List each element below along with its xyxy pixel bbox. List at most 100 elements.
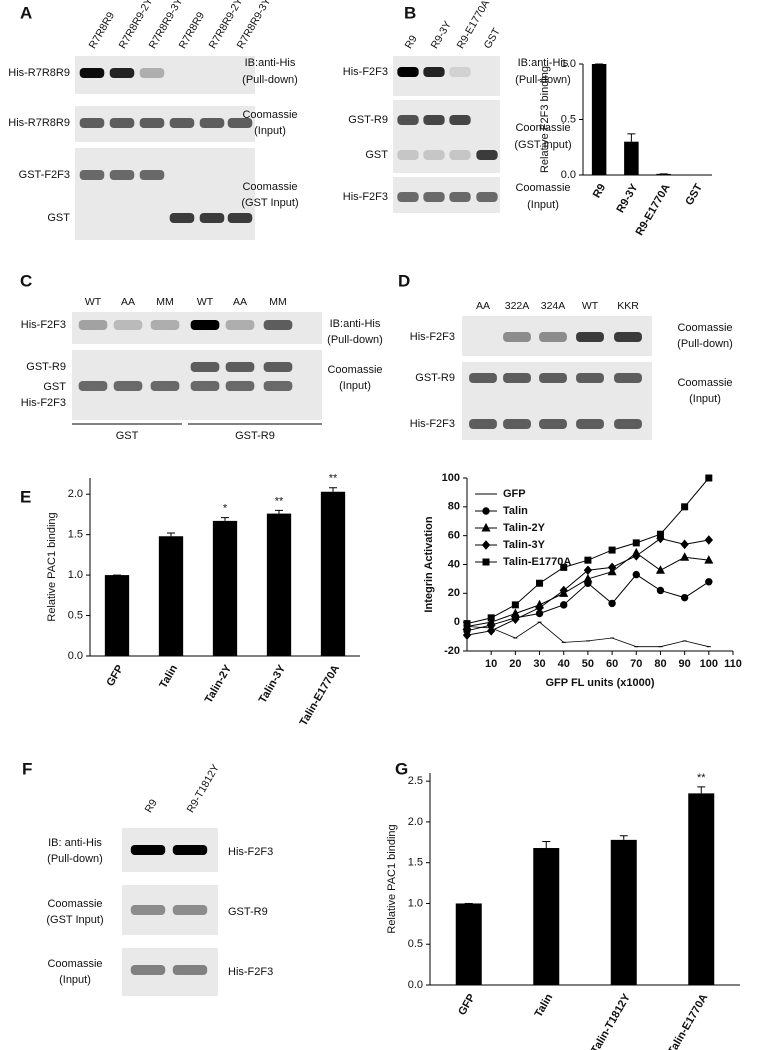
- blot-band: [190, 381, 220, 391]
- row-label: His-F2F3: [410, 331, 455, 343]
- data-point: [462, 630, 472, 640]
- row-label: GST-R9: [26, 361, 66, 373]
- blot-band: [614, 419, 642, 429]
- legend-label: Talin-3Y: [503, 539, 546, 551]
- error-bar: [542, 840, 551, 849]
- row-label: His-F2F3: [343, 191, 388, 203]
- data-point: [704, 535, 713, 545]
- blot-band: [113, 320, 143, 330]
- data-point: [487, 614, 495, 622]
- row-label: GST-R9: [228, 906, 268, 918]
- blot-band: [225, 362, 255, 372]
- bar: [212, 520, 238, 656]
- y-tick-label: 0.0: [408, 979, 423, 991]
- blot-band: [150, 381, 180, 391]
- blot-band: [397, 192, 419, 202]
- blot-membrane: [122, 948, 218, 996]
- lane-label: 322A: [505, 300, 530, 312]
- data-point: [536, 579, 544, 587]
- data-point: [632, 551, 641, 561]
- data-point: [655, 565, 665, 574]
- blot-membrane: [75, 148, 255, 240]
- blot-band: [263, 381, 293, 391]
- panel-letter: A: [20, 3, 32, 22]
- blot-annotation: IB:anti-His: [330, 318, 381, 330]
- blot-band: [476, 192, 498, 202]
- blot-band: [139, 118, 165, 128]
- legend-label: Talin: [503, 505, 528, 517]
- bar: [656, 173, 671, 175]
- blot-band: [614, 373, 642, 383]
- y-tick-label: 2.0: [68, 488, 83, 500]
- blot-band: [503, 373, 531, 383]
- blot-band: [449, 150, 471, 160]
- legend-label: Talin-2Y: [503, 522, 546, 534]
- error-bar: [619, 835, 628, 840]
- data-point: [535, 602, 544, 613]
- blot-annotation: (Pull-down): [327, 334, 383, 346]
- y-axis-label: Relative PAC1 binding: [386, 824, 398, 933]
- blot-band: [79, 68, 105, 78]
- blot-band: [139, 68, 165, 78]
- x-tick-label: 50: [582, 658, 594, 670]
- data-point: [632, 570, 640, 579]
- blot-band: [614, 332, 642, 342]
- blot-band: [397, 67, 419, 77]
- row-label: GST-F2F3: [19, 169, 70, 181]
- lane-label: AA: [233, 296, 247, 308]
- blot-annotation: (Pull-down): [515, 74, 571, 86]
- legend-marker: [482, 558, 490, 566]
- x-tick-label: 30: [533, 658, 545, 670]
- panel-letter: B: [404, 3, 416, 22]
- y-tick-label: 80: [448, 501, 460, 513]
- blot-annotation: Coomassie: [515, 122, 570, 134]
- x-tick-label: 40: [558, 658, 570, 670]
- blot-band: [172, 905, 208, 915]
- blot-annotation: IB:anti-His: [518, 57, 569, 69]
- blot-annotation: Coomassie: [515, 182, 570, 194]
- y-tick-label: 0: [454, 616, 460, 628]
- blot-membrane: [393, 100, 500, 173]
- blot-membrane: [122, 885, 218, 935]
- blot-band: [476, 150, 498, 160]
- bar: [158, 536, 184, 656]
- data-point: [705, 474, 713, 482]
- blot-band: [539, 419, 567, 429]
- data-point: [607, 562, 617, 573]
- blot-band: [503, 419, 531, 429]
- data-point: [559, 585, 568, 596]
- blot-band: [423, 67, 445, 77]
- blot-annotation: (Pull-down): [242, 74, 298, 86]
- legend-marker: [481, 522, 491, 532]
- bar: [266, 513, 292, 656]
- blot-band: [109, 68, 135, 78]
- row-label: His-F2F3: [228, 966, 273, 978]
- significance: **: [329, 473, 338, 485]
- y-tick-label: 20: [448, 587, 460, 599]
- blot-band: [199, 118, 225, 128]
- data-point: [656, 586, 665, 595]
- blot-band: [150, 320, 180, 330]
- blot-band: [78, 381, 108, 391]
- blot-annotation: (GST Input): [514, 139, 571, 151]
- blot-annotation: (Input): [339, 380, 371, 392]
- data-point: [656, 530, 664, 538]
- row-label: GST-R9: [348, 114, 388, 126]
- error-bar: [275, 509, 283, 514]
- blot-band: [227, 118, 253, 128]
- data-point: [583, 565, 593, 576]
- y-axis-label: Integrin Activation: [423, 516, 435, 612]
- blot-band: [576, 419, 604, 429]
- error-bar: [329, 487, 337, 492]
- lane-label: R9: [143, 797, 160, 815]
- y-axis-label: Relative F2F3 binding: [539, 66, 551, 173]
- panel-letter: E: [20, 487, 31, 506]
- blot-band: [172, 845, 208, 855]
- legend-marker: [481, 540, 491, 550]
- blot-band: [139, 170, 165, 180]
- panel-letter: G: [395, 759, 408, 778]
- row-label: His-F2F3: [228, 846, 273, 858]
- row-label: His-F2F3: [21, 397, 66, 409]
- row-label: His-F2F3: [21, 319, 66, 331]
- row-label: GST: [365, 149, 388, 161]
